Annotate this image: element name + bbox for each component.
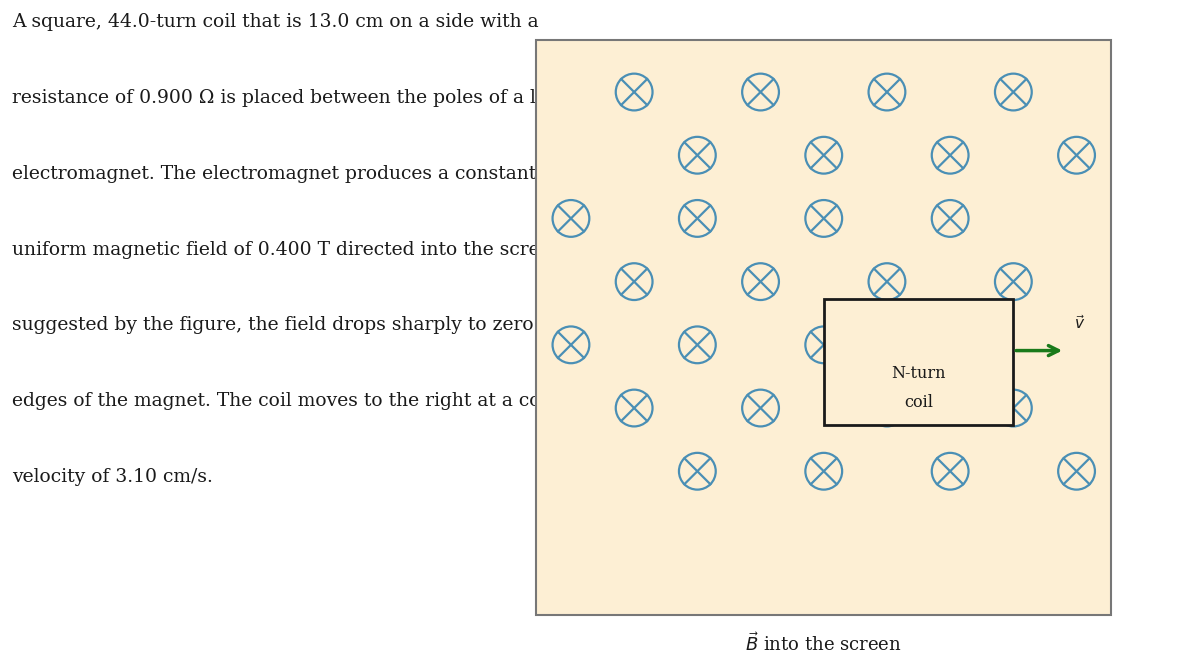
Text: suggested by the figure, the field drops sharply to zero at the: suggested by the figure, the field drops… xyxy=(12,317,594,334)
Text: electromagnet. The electromagnet produces a constant,: electromagnet. The electromagnet produce… xyxy=(12,165,542,183)
Text: edges of the magnet. The coil moves to the right at a constant: edges of the magnet. The coil moves to t… xyxy=(12,392,600,410)
Text: A square, 44.0-turn coil that is 13.0 cm on a side with a: A square, 44.0-turn coil that is 13.0 cm… xyxy=(12,13,539,32)
Text: velocity of 3.10 cm/s.: velocity of 3.10 cm/s. xyxy=(12,468,213,486)
Text: $\vec{v}$: $\vec{v}$ xyxy=(1074,314,1085,332)
Text: uniform magnetic field of 0.400 T directed into the screen. As: uniform magnetic field of 0.400 T direct… xyxy=(12,241,598,259)
Text: $\vec{B}$ into the screen: $\vec{B}$ into the screen xyxy=(745,632,902,655)
Text: coil: coil xyxy=(903,394,933,411)
Text: resistance of 0.900 Ω is placed between the poles of a large: resistance of 0.900 Ω is placed between … xyxy=(12,89,579,107)
Bar xyxy=(823,299,1013,425)
Text: N-turn: N-turn xyxy=(892,365,946,382)
